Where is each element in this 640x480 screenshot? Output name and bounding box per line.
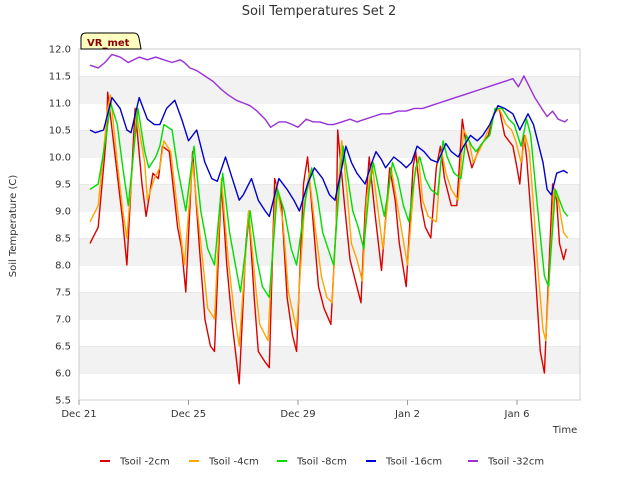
grid-band [79, 346, 580, 373]
grid-band [79, 184, 580, 211]
grid-band [79, 103, 580, 130]
x-tick-label: Dec 29 [280, 409, 315, 420]
series-line-tsoil-2cm [89, 91, 567, 385]
x-tick-label: Jan 2 [394, 409, 420, 420]
grid-band [79, 157, 580, 184]
x-tick-label: Dec 25 [171, 409, 206, 420]
grid-band [79, 76, 580, 103]
plot-frame [78, 48, 581, 401]
chart-title: Soil Temperatures Set 2 [242, 4, 397, 19]
legend-item: Tsoil -8cm [277, 457, 347, 468]
grid-band [79, 373, 580, 400]
legend: Tsoil -2cm Tsoil -4cm Tsoil -8cm Tsoil -16c… [100, 457, 544, 468]
legend-item: Tsoil -2cm [100, 457, 170, 468]
grid-band [79, 49, 580, 76]
series-line-tsoil-8cm [89, 102, 569, 299]
x-tick-label: Dec 21 [61, 409, 96, 420]
y-tick-label: 9.0 [55, 207, 71, 218]
y-axis-ticks: 5.5 6.0 6.5 7.0 7.5 8.0 8.5 9.0 9.5 10.0 10.5 11.0 1… [49, 45, 71, 407]
y-tick-label: 12.0 [49, 45, 71, 56]
x-tick-label: Jan 6 [504, 409, 530, 420]
badge-background [80, 32, 142, 50]
series-line-tsoil-4cm [89, 94, 569, 347]
badge-label: VR_met [87, 38, 130, 49]
x-axis-label: Time [552, 425, 577, 436]
y-tick-label: 7.0 [55, 315, 71, 326]
y-tick-label: 6.5 [55, 342, 71, 353]
y-tick-label: 11.5 [49, 72, 71, 83]
legend-label: Tsoil -16cm [385, 457, 442, 468]
series-line-tsoil-32cm [89, 53, 569, 128]
grid-band [79, 319, 580, 346]
y-axis-label: Soil Temperature (C) [8, 175, 19, 278]
legend-item: Tsoil -4cm [189, 457, 259, 468]
series-layer [89, 53, 569, 385]
grid-band [79, 265, 580, 292]
grid-bands [79, 48, 580, 400]
legend-label: Tsoil -32cm [487, 457, 544, 468]
station-badge: VR_met [80, 32, 142, 50]
series-line-tsoil-16cm [89, 96, 569, 218]
y-tick-label: 10.0 [49, 153, 71, 164]
y-tick-label: 8.5 [55, 234, 71, 245]
y-tick-label: 7.5 [55, 288, 71, 299]
y-tick-label: 6.0 [55, 369, 71, 380]
y-tick-label: 11.0 [49, 99, 71, 110]
y-tick-label: 5.5 [55, 396, 71, 407]
grid-band [79, 292, 580, 319]
legend-label: Tsoil -4cm [208, 457, 259, 468]
legend-item: Tsoil -16cm [366, 457, 442, 468]
legend-item: Tsoil -32cm [468, 457, 544, 468]
legend-label: Tsoil -8cm [296, 457, 347, 468]
x-axis-ticks: Dec 21 Dec 25 Dec 29 Jan 2 Jan 6 [61, 400, 530, 420]
legend-label: Tsoil -2cm [119, 457, 170, 468]
y-tick-label: 10.5 [49, 126, 71, 137]
y-tick-label: 9.5 [55, 180, 71, 191]
grid-band [79, 211, 580, 238]
y-tick-label: 8.0 [55, 261, 71, 272]
